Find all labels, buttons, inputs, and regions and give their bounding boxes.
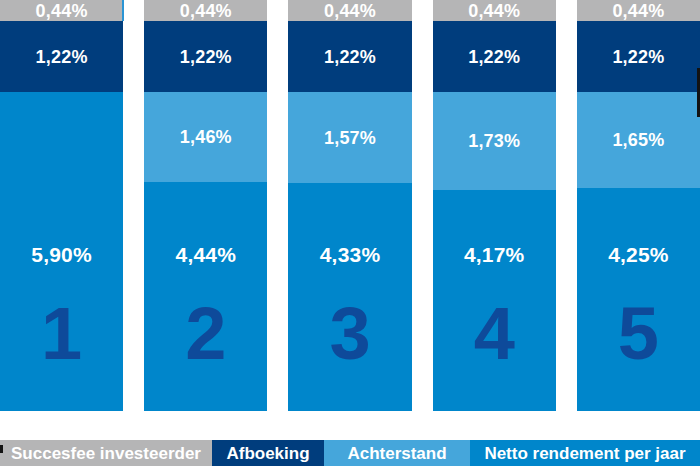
segment-value-label: 1,22% <box>36 48 88 66</box>
legend: Succesfee investeerder Afboeking Achtersta… <box>0 440 700 466</box>
legend-item-label: Succesfee investeerder <box>11 445 201 462</box>
bar-column-4: 0,44% 1,22% 1,73% 4,17% 4 <box>433 0 556 411</box>
segment-value-label: 1,22% <box>612 48 664 66</box>
segment-value-label: 1,46% <box>180 128 232 146</box>
netto-value-label: 5,90% <box>0 244 123 265</box>
segment-value-label: 1,65% <box>612 131 664 149</box>
segment-value-label: 0,44% <box>180 2 232 20</box>
legend-item-succesfee-investeerder: Succesfee investeerder <box>0 440 212 466</box>
segment-achterstand: 1,73% <box>433 92 556 190</box>
segment-achterstand: 1,46% <box>144 92 267 182</box>
legend-item-achterstand: Achterstand <box>324 440 470 466</box>
segment-value-label: 1,22% <box>180 48 232 66</box>
stacked-bar-chart: 0,44%1,22%5,90%10,44%1,22%1,46%4,44%20,4… <box>0 0 700 411</box>
legend-item-label: Achterstand <box>347 445 446 462</box>
segment-succesfee-investeerder: 0,44% <box>144 0 267 21</box>
bar-number: 4 <box>433 297 556 371</box>
bar-column-2: 0,44% 1,22% 1,46% 4,44% 2 <box>144 0 267 411</box>
bar-column-3: 0,44% 1,22% 1,57% 4,33% 3 <box>288 0 411 411</box>
legend-item-netto-rendement-per-jaar: Netto rendement per jaar <box>470 440 700 466</box>
segment-afboeking: 1,22% <box>577 21 700 92</box>
segment-afboeking: 1,22% <box>288 21 411 92</box>
segment-value-label: 1,22% <box>468 48 520 66</box>
segment-value-label: 0,44% <box>324 2 376 20</box>
legend-item-afboeking: Afboeking <box>212 440 324 466</box>
segment-afboeking: 1,22% <box>433 21 556 92</box>
chart-root: 0,44%1,22%5,90%10,44%1,22%1,46%4,44%20,4… <box>0 0 700 466</box>
artifact-vertical-line <box>122 0 124 21</box>
bar-number: 3 <box>288 297 411 371</box>
bar-column-5: 0,44% 1,22% 1,65% 4,25% 5 <box>577 0 700 411</box>
segment-succesfee-investeerder: 0,44% <box>0 0 123 21</box>
segment-afboeking: 1,22% <box>144 21 267 92</box>
netto-value-label: 4,33% <box>288 244 411 265</box>
netto-value-label: 4,25% <box>577 244 700 265</box>
segment-value-label: 0,44% <box>612 2 664 20</box>
segment-value-label: 1,57% <box>324 129 376 147</box>
legend-item-label: Netto rendement per jaar <box>484 445 685 462</box>
segment-value-label: 1,73% <box>468 132 520 150</box>
bar-number: 5 <box>577 297 700 371</box>
netto-value-label: 4,17% <box>433 244 556 265</box>
segment-succesfee-investeerder: 0,44% <box>288 0 411 21</box>
segment-achterstand: 1,57% <box>288 92 411 183</box>
segment-afboeking: 1,22% <box>0 21 123 92</box>
segment-value-label: 0,44% <box>468 2 520 20</box>
segment-succesfee-investeerder: 0,44% <box>577 0 700 21</box>
legend-item-label: Afboeking <box>226 445 309 462</box>
bar-column-1: 0,44% 1,22% 5,90% 1 <box>0 0 123 411</box>
segment-value-label: 0,44% <box>36 2 88 20</box>
artifact-left-sliver <box>0 445 3 453</box>
bar-number: 1 <box>0 297 123 371</box>
bar-number: 2 <box>144 297 267 371</box>
netto-value-label: 4,44% <box>144 244 267 265</box>
segment-succesfee-investeerder: 0,44% <box>433 0 556 21</box>
segment-achterstand: 1,65% <box>577 92 700 188</box>
segment-value-label: 1,22% <box>324 48 376 66</box>
